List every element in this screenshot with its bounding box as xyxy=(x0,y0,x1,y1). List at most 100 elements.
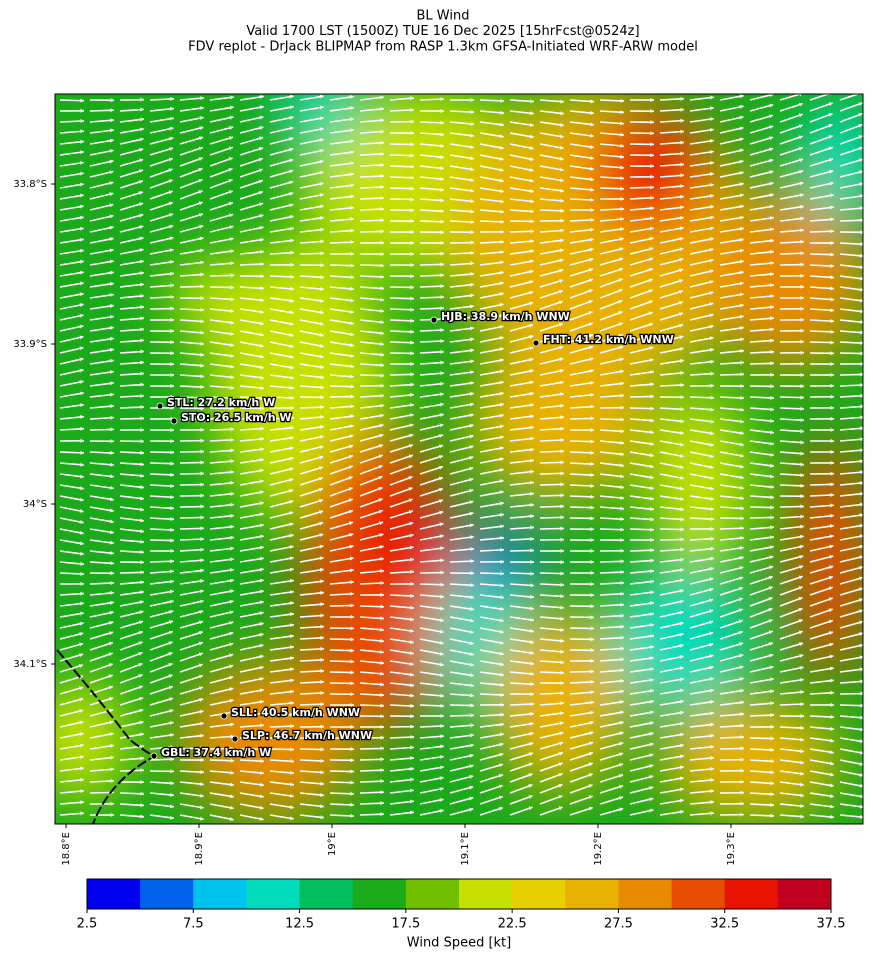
wind-arrow xyxy=(750,507,774,508)
wind-arrow xyxy=(450,705,474,706)
title-line: BL Wind xyxy=(417,9,470,24)
wind-arrow xyxy=(60,452,84,453)
wind-arrow xyxy=(450,221,474,222)
wind-arrow xyxy=(360,231,384,232)
wind-arrow xyxy=(570,418,594,419)
wind-arrow xyxy=(390,320,414,321)
wind-arrow xyxy=(60,121,84,122)
wind-arrow xyxy=(300,693,324,694)
wind-arrow xyxy=(300,760,324,761)
wind-arrow xyxy=(360,165,384,166)
wind-arrow xyxy=(210,287,234,288)
colorbar-segment xyxy=(778,879,832,909)
wind-arrow xyxy=(810,342,834,343)
title-line: FDV replot - DrJack BLIPMAP from RASP 1.… xyxy=(188,40,698,55)
station-label: SLP: 46.7 km/h WNW xyxy=(242,729,372,742)
wind-arrow xyxy=(360,220,384,221)
lon-label: 19°E xyxy=(327,832,338,856)
wind-arrow xyxy=(600,188,624,189)
wind-arrow xyxy=(840,385,864,386)
wind-arrow xyxy=(300,407,324,408)
wind-arrow xyxy=(390,199,414,200)
wind-arrow xyxy=(780,408,804,409)
wind-arrow xyxy=(540,495,564,496)
wind-arrow xyxy=(360,265,384,266)
wind-arrow xyxy=(300,704,324,705)
wind-arrow xyxy=(120,793,144,794)
wind-arrow xyxy=(390,331,414,332)
wind-arrow xyxy=(330,804,354,805)
wind-arrow xyxy=(390,309,414,310)
wind-arrow xyxy=(360,276,384,277)
station-label: SLL: 40.5 km/h WNW xyxy=(231,706,360,719)
wind-arrow xyxy=(750,517,774,518)
wind-arrow xyxy=(600,529,624,530)
wind-arrow xyxy=(420,330,444,331)
wind-arrow xyxy=(750,749,774,750)
wind-arrow xyxy=(390,737,414,738)
wind-arrow xyxy=(60,573,84,574)
wind-arrow xyxy=(390,177,414,178)
colorbar-segment xyxy=(246,879,300,909)
wind-arrow xyxy=(360,803,384,804)
colorbar-tick-label: 37.5 xyxy=(817,917,846,932)
colorbar-segment xyxy=(87,879,141,909)
wind-arrow xyxy=(480,573,504,574)
wind-arrow xyxy=(630,408,654,409)
wind-arrow xyxy=(750,715,774,716)
wind-arrow xyxy=(150,561,174,562)
wind-arrow xyxy=(120,572,144,573)
wind-arrow xyxy=(420,286,444,287)
colorbar-segment xyxy=(353,879,407,909)
wind-arrow xyxy=(360,187,384,188)
station-dot xyxy=(151,753,157,759)
wind-arrow xyxy=(360,606,384,607)
wind-arrow xyxy=(360,770,384,771)
wind-arrow xyxy=(780,397,804,398)
wind-arrow xyxy=(540,210,564,211)
wind-arrow xyxy=(570,452,594,453)
wind-arrow xyxy=(210,275,234,276)
wind-arrow xyxy=(780,704,804,705)
lon-label: 18.9°E xyxy=(194,832,205,866)
wind-arrow xyxy=(210,429,234,430)
wind-arrow xyxy=(420,584,444,585)
wind-arrow xyxy=(270,749,294,750)
wind-arrow xyxy=(420,341,444,342)
wind-arrow xyxy=(420,726,444,727)
wind-arrow xyxy=(540,506,564,507)
wind-arrow xyxy=(390,110,414,111)
wind-arrow xyxy=(810,254,834,255)
wind-arrow xyxy=(600,209,624,210)
colorbar-tick-label: 2.5 xyxy=(77,917,98,932)
wind-arrow xyxy=(750,815,774,816)
wind-arrow xyxy=(180,462,204,463)
station-dot xyxy=(171,418,177,424)
wind-arrow xyxy=(60,100,84,101)
wind-arrow xyxy=(180,528,204,529)
wind-arrow xyxy=(390,144,414,145)
station-label: STL: 27.2 km/h W xyxy=(167,396,275,409)
wind-arrow xyxy=(360,792,384,793)
wind-arrow xyxy=(420,275,444,276)
wind-arrow xyxy=(330,386,354,387)
wind-arrow xyxy=(330,793,354,794)
wind-arrow xyxy=(510,704,534,705)
station-label: HJB: 38.9 km/h WNW xyxy=(441,310,570,323)
colorbar-tick-label: 17.5 xyxy=(391,917,420,932)
wind-arrow xyxy=(360,375,384,376)
wind-arrow xyxy=(330,782,354,783)
colorbar-segment xyxy=(406,879,460,909)
wind-arrow xyxy=(840,693,864,694)
colorbar-segment xyxy=(565,879,619,909)
wind-arrow xyxy=(540,693,564,694)
station-dot xyxy=(157,403,163,409)
wind-arrow xyxy=(570,671,594,672)
wind-arrow xyxy=(480,100,504,101)
wind-arrow xyxy=(180,309,204,310)
colorbar-segment xyxy=(140,879,194,909)
wind-arrow xyxy=(360,176,384,177)
wind-arrow xyxy=(630,396,654,397)
